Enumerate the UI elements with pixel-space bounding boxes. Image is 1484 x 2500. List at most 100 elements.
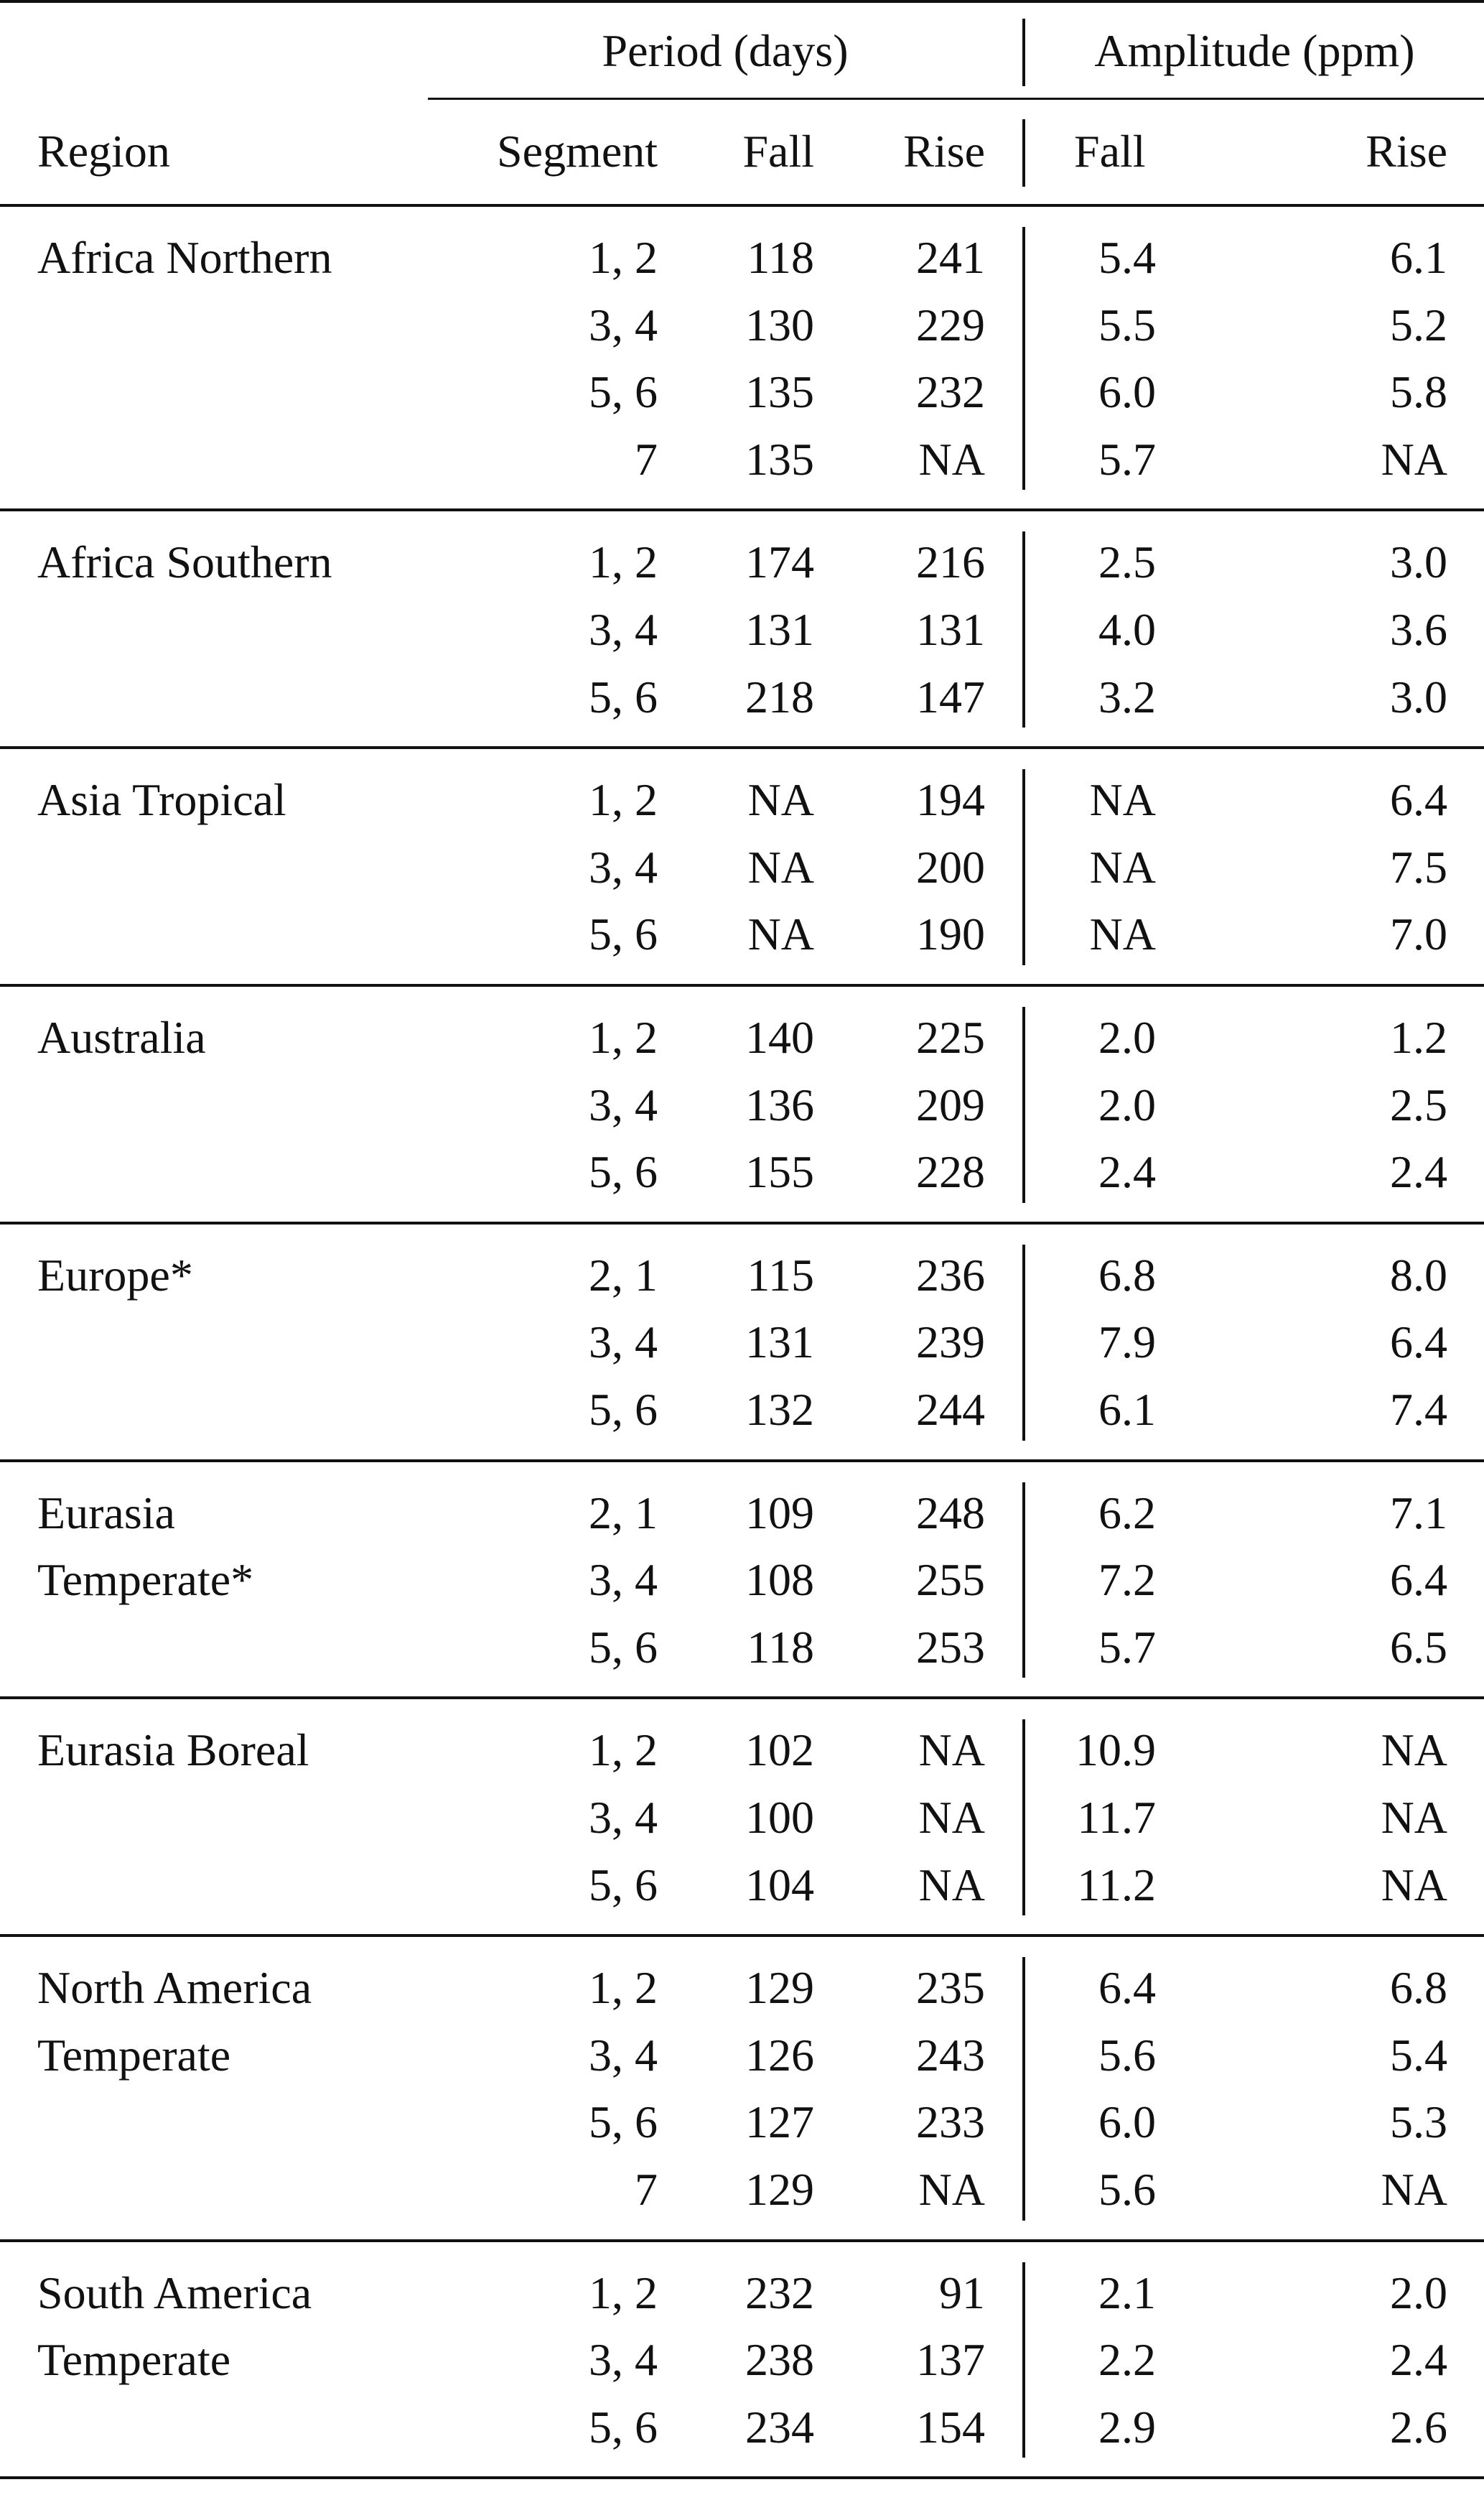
amp-rise-cell: 6.4	[1390, 1554, 1447, 1606]
period-rise-cell: 147	[916, 671, 985, 722]
amp-rise-cell: 3.0	[1390, 671, 1447, 722]
period-fall-cell: NA	[747, 841, 814, 893]
period-fall-cell: 140	[745, 1012, 814, 1063]
amp-fall-cell: 10.9	[1075, 1724, 1156, 1776]
segment-cell: 5, 6	[589, 1859, 658, 1910]
period-rise-cell: 229	[916, 299, 985, 350]
amp-fall-cell: 6.0	[1098, 2096, 1156, 2148]
region-label: Australia	[37, 1012, 206, 1063]
amp-fall-cell: NA	[1089, 841, 1156, 893]
amp-fall-cell: 11.2	[1077, 1859, 1156, 1910]
amp-rise-cell: 7.0	[1390, 909, 1447, 960]
amp-fall-cell: 5.6	[1098, 2164, 1156, 2215]
amp-rise-cell: 5.2	[1390, 299, 1447, 350]
region-label: Africa Northern	[37, 232, 332, 283]
amp-fall-column-header: Fall	[1074, 126, 1146, 177]
top-rule	[0, 0, 1484, 3]
amp-fall-cell: 6.1	[1098, 1384, 1156, 1435]
amp-rise-cell: NA	[1381, 1724, 1447, 1776]
group-rule	[0, 1696, 1484, 1700]
period-fall-cell: 130	[745, 299, 814, 350]
period-rise-cell: 131	[916, 604, 985, 655]
amp-fall-cell: 5.6	[1098, 2029, 1156, 2081]
period-fall-cell: 155	[745, 1146, 814, 1198]
region-label: Temperate	[37, 2029, 231, 2081]
segment-cell: 1, 2	[589, 1962, 658, 2014]
amp-rise-cell: NA	[1381, 2164, 1447, 2215]
period-fall-cell: 109	[745, 1487, 814, 1538]
period-rise-cell: 243	[916, 2029, 985, 2081]
period-fall-cell: 135	[745, 433, 814, 485]
segment-cell: 1, 2	[589, 536, 658, 588]
segment-cell: 5, 6	[589, 366, 658, 418]
period-fall-cell: 131	[745, 604, 814, 655]
group-divider	[1022, 1244, 1025, 1441]
amp-rise-cell: 5.4	[1390, 2029, 1447, 2081]
segment-cell: 7	[635, 2164, 658, 2215]
period-rise-cell: 255	[916, 1554, 985, 1606]
amp-rise-cell: 2.5	[1390, 1079, 1447, 1130]
amp-fall-cell: NA	[1089, 909, 1156, 960]
amp-rise-cell: 6.8	[1390, 1962, 1447, 2014]
period-rise-cell: 154	[916, 2401, 985, 2453]
segment-cell: 1, 2	[589, 774, 658, 826]
amp-rise-cell: 1.2	[1390, 1012, 1447, 1063]
period-fall-cell: 118	[747, 1621, 814, 1673]
period-fall-cell: 102	[745, 1724, 814, 1776]
period-rise-cell: 200	[916, 841, 985, 893]
amp-rise-cell: 2.4	[1390, 2334, 1447, 2386]
period-rise-cell: 225	[916, 1012, 985, 1063]
amp-fall-cell: 2.2	[1098, 2334, 1156, 2386]
amp-fall-cell: 5.7	[1098, 1621, 1156, 1673]
period-rise-cell: NA	[918, 1724, 985, 1776]
amp-fall-cell: 11.7	[1077, 1792, 1156, 1843]
period-fall-cell: 129	[745, 2164, 814, 2215]
period-fall-cell: 218	[745, 671, 814, 722]
group-rule	[0, 746, 1484, 750]
amp-fall-cell: 6.2	[1098, 1487, 1156, 1538]
segment-cell: 5, 6	[589, 909, 658, 960]
period-rise-cell: 253	[916, 1621, 985, 1673]
amp-fall-cell: 7.2	[1098, 1554, 1156, 1606]
amp-rise-cell: NA	[1381, 433, 1447, 485]
segment-cell: 5, 6	[589, 671, 658, 722]
amp-rise-cell: 3.0	[1390, 536, 1447, 588]
period-rise-cell: 194	[916, 774, 985, 826]
amp-rise-cell: 7.5	[1390, 841, 1447, 893]
amp-rise-cell: 5.3	[1390, 2096, 1447, 2148]
period-rise-cell: 137	[916, 2334, 985, 2386]
period-rise-cell: 209	[916, 1079, 985, 1130]
segment-cell: 3, 4	[589, 1554, 658, 1606]
segment-column-header: Segment	[497, 126, 658, 177]
period-rise-cell: 239	[916, 1316, 985, 1368]
segment-cell: 3, 4	[589, 2334, 658, 2386]
group-divider	[1022, 1007, 1025, 1203]
period-rise-cell: 236	[916, 1249, 985, 1301]
period-fall-cell: 108	[745, 1554, 814, 1606]
period-rise-cell: 248	[916, 1487, 985, 1538]
segment-cell: 2, 1	[589, 1249, 658, 1301]
amp-rise-cell: 6.4	[1390, 1316, 1447, 1368]
amp-rise-cell: 5.8	[1390, 366, 1447, 418]
period-rise-cell: 235	[916, 1962, 985, 2014]
group-rule	[0, 508, 1484, 512]
segment-cell: 2, 1	[589, 1487, 658, 1538]
amp-rise-cell: 7.1	[1390, 1487, 1447, 1538]
period-rise-cell: 91	[939, 2267, 985, 2318]
period-rise-cell: 228	[916, 1146, 985, 1198]
group-rule	[0, 1221, 1484, 1225]
amp-rise-column-header: Rise	[1366, 126, 1447, 177]
period-rise-cell: 233	[916, 2096, 985, 2148]
amp-fall-cell: NA	[1089, 774, 1156, 826]
period-fall-cell: 129	[745, 1962, 814, 2014]
segment-cell: 5, 6	[589, 1146, 658, 1198]
segment-cell: 5, 6	[589, 2401, 658, 2453]
segment-cell: 3, 4	[589, 841, 658, 893]
segment-cell: 5, 6	[589, 1384, 658, 1435]
group-rule	[0, 984, 1484, 987]
group-divider	[1022, 1719, 1025, 1916]
amp-fall-cell: 5.5	[1098, 299, 1156, 350]
group-divider	[1022, 769, 1025, 965]
period-rise-cell: NA	[918, 433, 985, 485]
period-fall-cell: NA	[747, 909, 814, 960]
